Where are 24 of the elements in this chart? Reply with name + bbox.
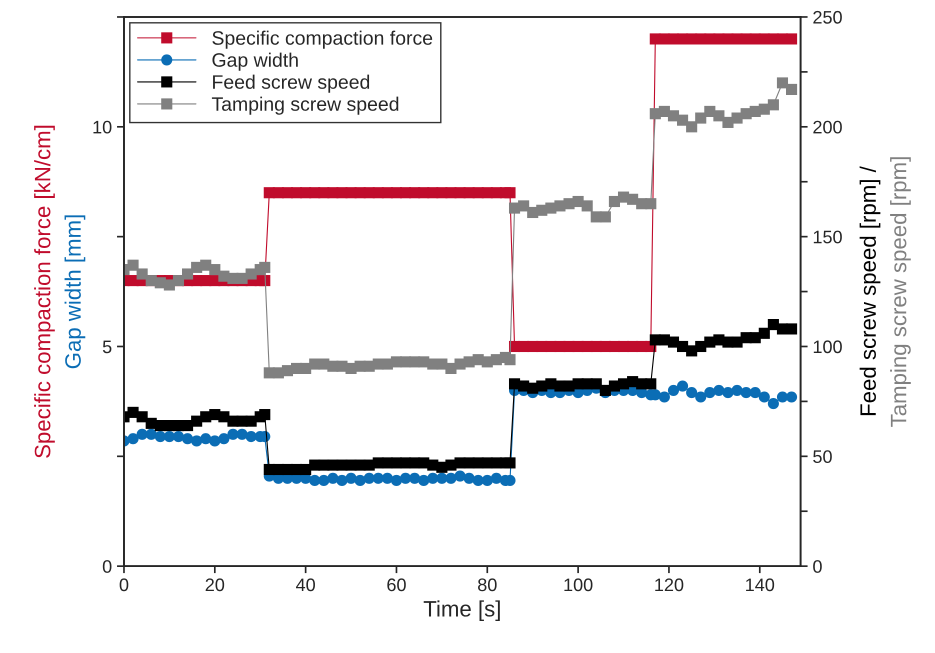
x-tick-label: 120 <box>655 578 684 592</box>
y2-tick-label: 200 <box>813 120 842 134</box>
y2-tick-label: 150 <box>814 230 842 244</box>
legend-label: Feed screw speed <box>213 74 370 93</box>
x-tick-label: 100 <box>564 578 592 592</box>
x-tick-label: 60 <box>387 578 406 592</box>
legend-label: Gap width <box>212 52 298 71</box>
x-axis-title: Time [s] <box>424 600 500 622</box>
y2-tick-label: 100 <box>814 340 842 354</box>
y-tick-label: 0 <box>102 560 112 573</box>
y2-tick-label: 50 <box>813 450 832 464</box>
y-tick-label: 5 <box>102 340 112 354</box>
y-tick-label: 10 <box>93 120 112 134</box>
x-tick-label: 140 <box>746 578 774 592</box>
legend-label: Tamping screw speed <box>212 96 398 115</box>
y2-axis-title: Feed screw speed [rpm] / Tamping screw speed [rpm] <box>860 157 911 427</box>
x-tick-label: 0 <box>120 578 128 592</box>
y2-tick-label: 0 <box>813 560 822 573</box>
x-tick-label: 20 <box>206 578 224 592</box>
y-axis-title: Specific compaction force [kN/cm] Gap width [mm] <box>34 126 86 458</box>
x-tick-label: 40 <box>296 578 315 592</box>
x-tick-label: 80 <box>478 578 497 592</box>
y2-tick-label: 250 <box>813 10 842 24</box>
legend-label: Specific compaction force <box>212 30 432 49</box>
